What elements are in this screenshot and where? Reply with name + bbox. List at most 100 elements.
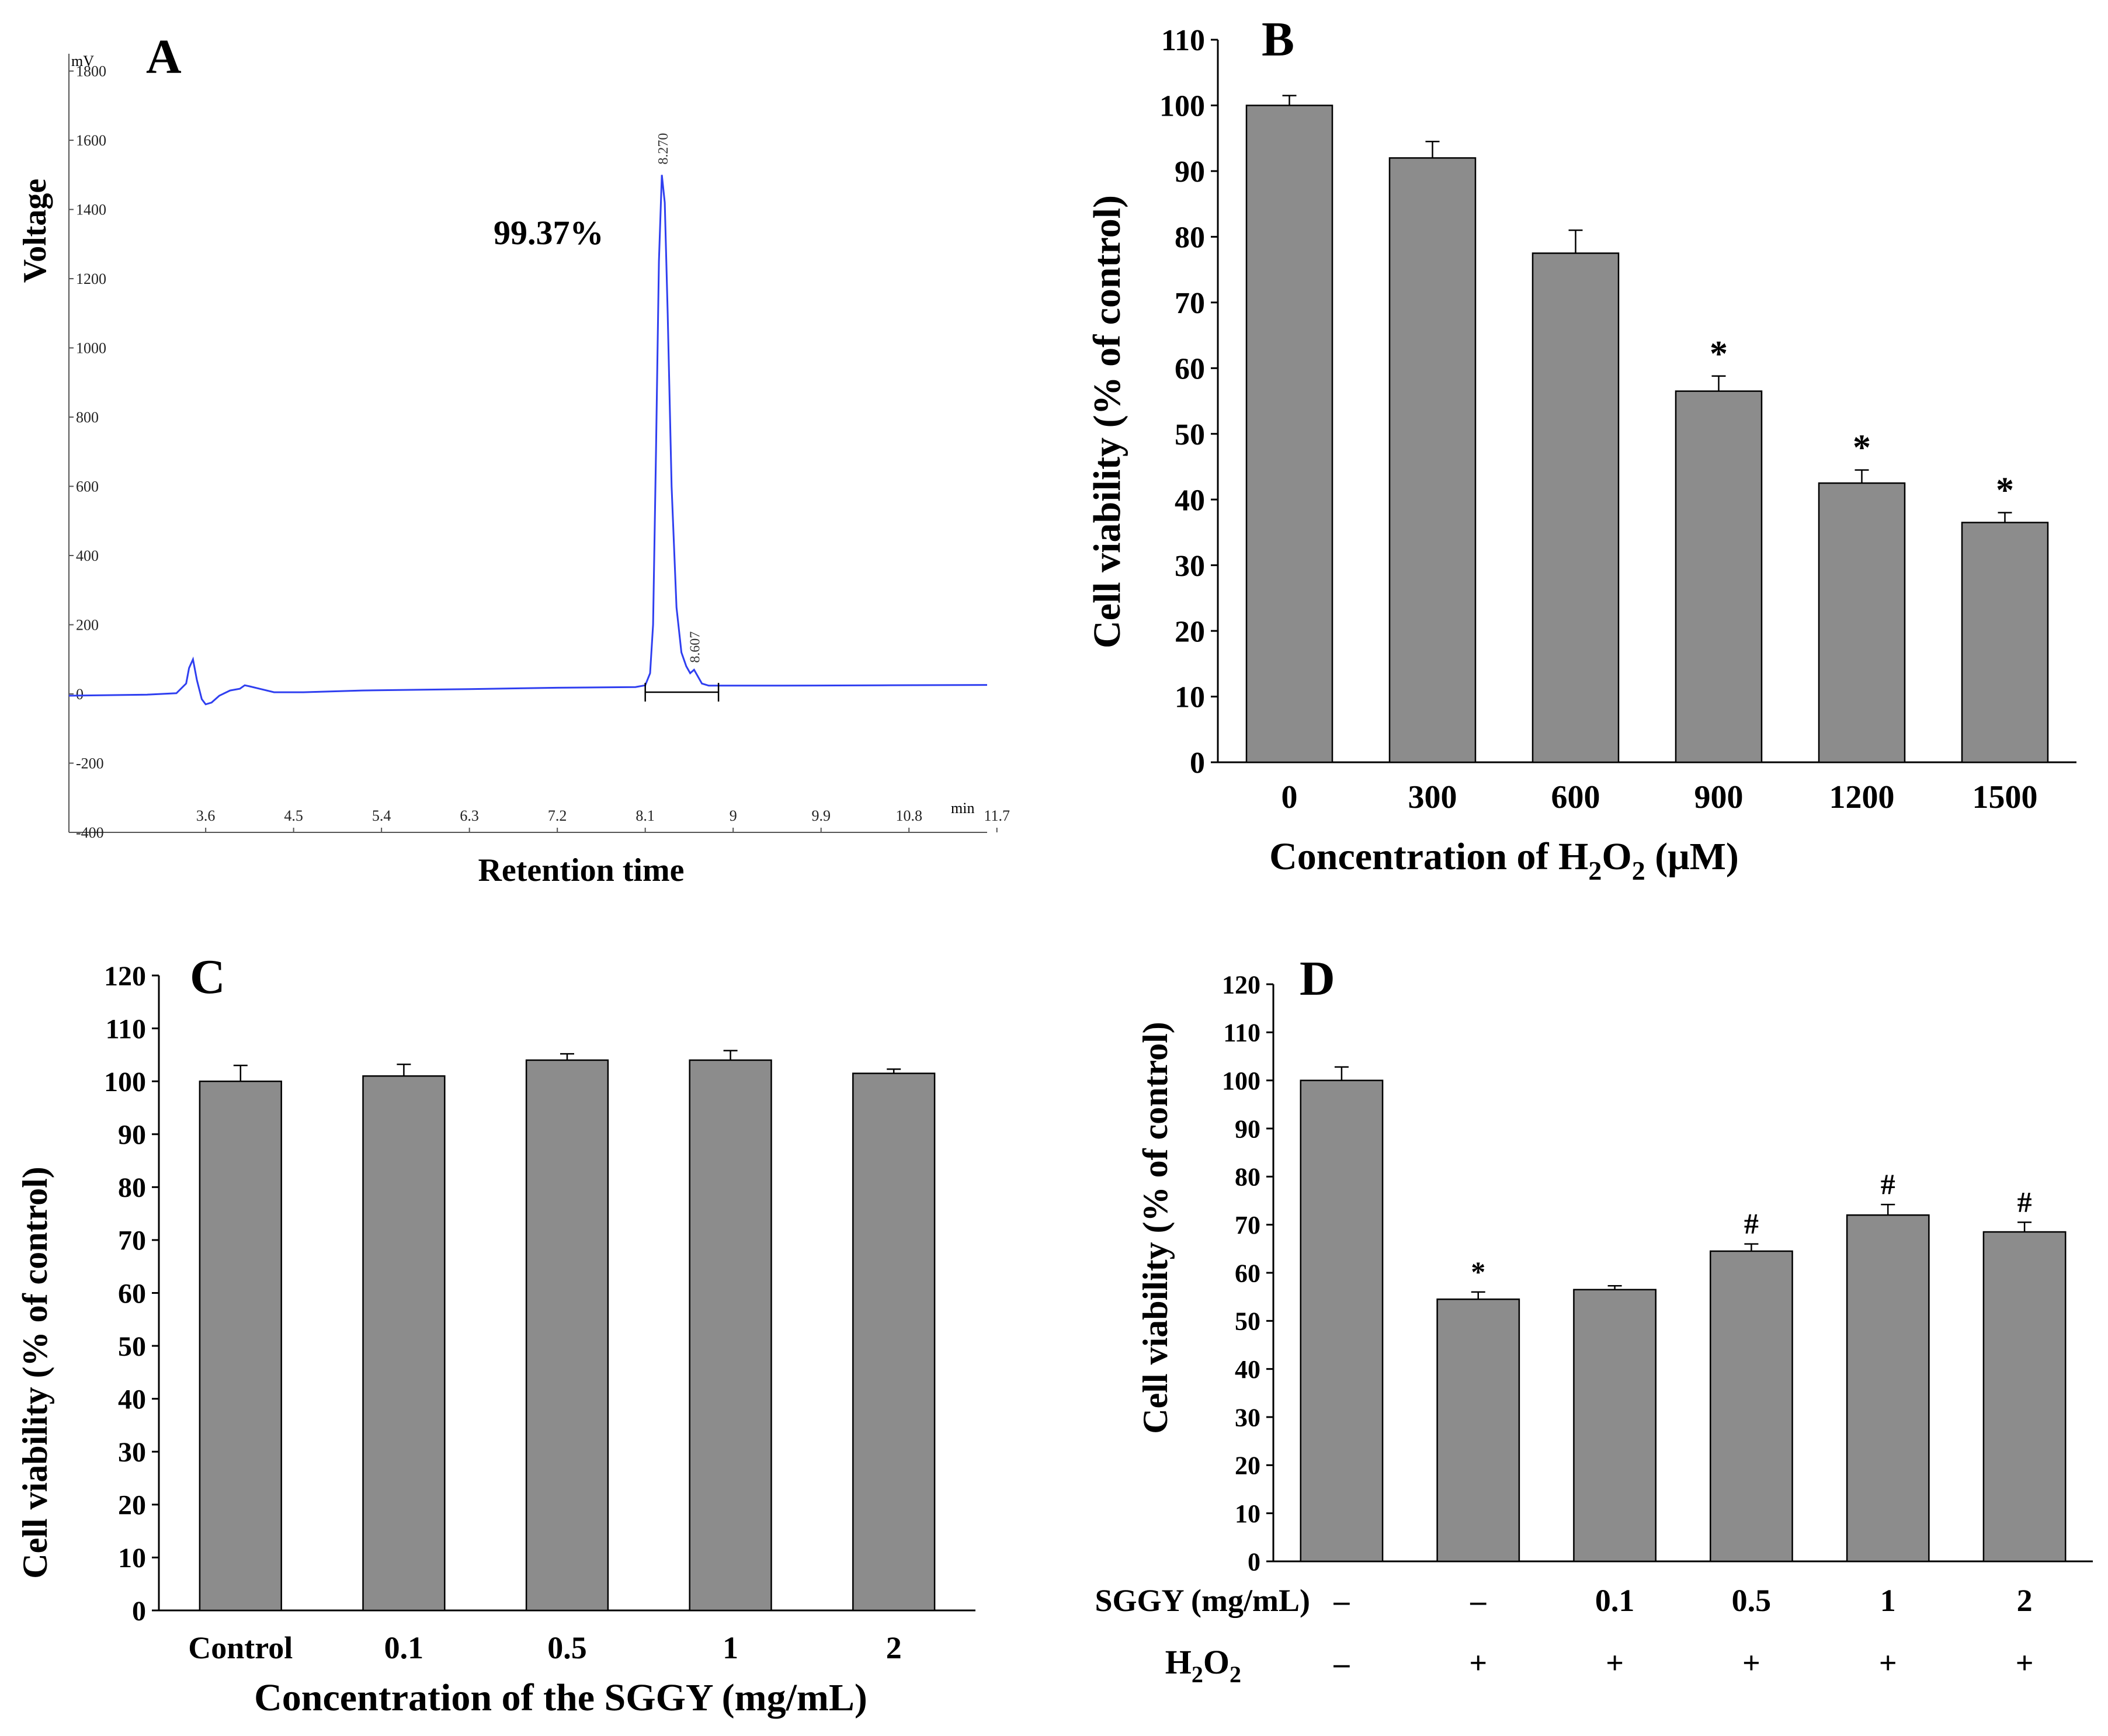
y-tick-label: 70 xyxy=(1175,287,1205,320)
panel-c: C 0 10 20 30 40 50 60 70 80 90 100 110 120 Control 0.1… xyxy=(16,950,975,1719)
chromatogram-axes: -400 -200 0 200 400 600 800 1000 1200 1400 1600 180… xyxy=(68,54,1010,841)
bar xyxy=(1388,157,1477,763)
bar xyxy=(1710,1250,1793,1563)
treatment-cell: 0.1 xyxy=(1595,1583,1635,1618)
bar xyxy=(1846,1214,1930,1563)
bar xyxy=(1436,1298,1520,1563)
x-tick-label: 11.7 xyxy=(984,807,1010,824)
y-tick-label: 0 xyxy=(76,686,84,703)
y-tick-label: 30 xyxy=(1235,1403,1260,1432)
x-tick-label: 0.1 xyxy=(384,1630,424,1665)
d-row-label-h2o2: H2O2 xyxy=(1165,1643,1241,1688)
y-tick-label: 10 xyxy=(1235,1499,1260,1528)
significance-mark: # xyxy=(1881,1168,1895,1200)
x-tick-label: 900 xyxy=(1694,779,1744,815)
bar xyxy=(1982,1231,2067,1563)
y-tick-label: 800 xyxy=(76,409,99,426)
y-tick-label: 40 xyxy=(1175,484,1205,517)
x-tick-label: 600 xyxy=(1551,779,1600,815)
x-tick-label: 9 xyxy=(730,807,737,824)
h2o2-viability-chart: 0 10 20 30 40 50 60 70 80 90 100 110 0 300 600 * 900 * 120… xyxy=(1159,24,2076,815)
bar xyxy=(1818,482,1906,763)
y-tick-label: 20 xyxy=(1175,615,1205,648)
y-tick-label: 400 xyxy=(76,547,99,564)
y-tick-label: 20 xyxy=(1235,1452,1260,1480)
x-tick-label: 1 xyxy=(723,1630,738,1665)
y-tick-label: 1800 xyxy=(76,63,106,80)
panel-d-letter: D xyxy=(1300,952,1335,1006)
bar xyxy=(199,1080,282,1612)
bar xyxy=(1675,390,1763,763)
y-tick-label: 70 xyxy=(1235,1211,1260,1239)
peak-label: 8.270 xyxy=(656,133,671,165)
bar xyxy=(689,1059,772,1612)
chromatogram-x-unit: min xyxy=(951,800,974,817)
treatment-cell: + xyxy=(2016,1645,2034,1681)
y-tick-label: 30 xyxy=(118,1437,146,1468)
x-tick-label: 9.9 xyxy=(811,807,831,824)
panel-b-letter: B xyxy=(1262,12,1294,67)
y-tick-label: 1400 xyxy=(76,202,106,218)
y-tick-label: 70 xyxy=(118,1225,146,1256)
significance-mark: * xyxy=(1996,471,2014,511)
y-tick-label: 0 xyxy=(132,1596,146,1627)
treatment-cell: – xyxy=(1333,1645,1350,1681)
y-tick-label: 1600 xyxy=(76,132,106,149)
x-tick-label: 0.5 xyxy=(547,1630,587,1665)
y-tick-label: 100 xyxy=(1222,1067,1260,1095)
chromatogram-y-unit: mV xyxy=(71,53,94,70)
y-tick-label: 100 xyxy=(104,1067,146,1098)
purity-annotation: 99.37% xyxy=(494,214,604,252)
significance-mark: * xyxy=(1710,334,1728,374)
y-tick-label: 80 xyxy=(1175,221,1205,255)
y-tick-label: 60 xyxy=(1235,1259,1260,1287)
protection-viability-chart: 0 10 20 30 40 50 60 70 80 90 100 110 120 * # # # xyxy=(1222,970,2093,1576)
panel-a: A -400 -200 0 200 400 600 800 1000 1200 1400 1600 1… xyxy=(17,30,1010,888)
panel-c-letter: C xyxy=(190,950,225,1004)
d-row-label-sggy: SGGY (mg/mL) xyxy=(1095,1583,1310,1618)
bar xyxy=(1300,1079,1384,1563)
y-tick-label: 100 xyxy=(1159,90,1205,123)
y-tick-label: 50 xyxy=(1235,1307,1260,1336)
y-tick-label: 110 xyxy=(1161,24,1205,57)
y-tick-label: 40 xyxy=(118,1384,146,1415)
panel-d: D 0 10 20 30 40 50 60 70 80 90 100 110 120 * # # # Cell … xyxy=(1095,952,2093,1688)
x-tick-label: 3.6 xyxy=(196,807,216,824)
c-x-label: Concentration of the SGGY (mg/mL) xyxy=(254,1676,867,1719)
bar xyxy=(852,1072,936,1612)
b-y-label: Cell viability (% of control) xyxy=(1086,195,1128,648)
x-tick-label: 300 xyxy=(1408,779,1457,815)
significance-mark: # xyxy=(1744,1207,1759,1240)
y-tick-label: 120 xyxy=(1222,970,1260,999)
x-tick-label: 0 xyxy=(1282,779,1298,815)
panel-a-letter: A xyxy=(146,30,182,84)
x-tick-label: 10.8 xyxy=(895,807,922,824)
chromatogram-x-label: Retention time xyxy=(478,852,684,888)
x-tick-label: 4.5 xyxy=(284,807,303,824)
chromatogram-y-label: Voltage xyxy=(17,179,53,283)
chromatogram-trace xyxy=(68,175,988,706)
y-tick-label: 30 xyxy=(1175,550,1205,583)
y-tick-label: 0 xyxy=(1190,747,1205,780)
y-tick-label: 80 xyxy=(118,1172,146,1203)
y-tick-label: 120 xyxy=(104,961,146,992)
x-tick-label: 8.1 xyxy=(635,807,655,824)
x-tick-label: 7.2 xyxy=(548,807,567,824)
treatment-cell: 1 xyxy=(1880,1583,1896,1618)
y-tick-label: 90 xyxy=(1235,1114,1260,1143)
y-tick-label: 10 xyxy=(118,1543,146,1574)
x-tick-label: 5.4 xyxy=(372,807,391,824)
significance-mark: # xyxy=(2017,1186,2032,1218)
y-tick-label: 10 xyxy=(1175,681,1205,714)
d-treatment-table: – – 0.1 0.5 1 2 – + + + + + xyxy=(1333,1583,2033,1681)
significance-mark: * xyxy=(1853,428,1871,468)
bar xyxy=(1961,522,2049,763)
c-y-label: Cell viability (% of control) xyxy=(16,1166,54,1578)
y-tick-label: 110 xyxy=(106,1013,146,1044)
y-tick-label: 40 xyxy=(1235,1355,1260,1384)
y-tick-label: 60 xyxy=(1175,352,1205,386)
y-tick-label: 20 xyxy=(118,1490,146,1521)
x-tick-label: Control xyxy=(188,1630,293,1665)
panel-b: B 0 10 20 30 40 50 60 70 80 90 100 110 0 300 600 * 900 * 1… xyxy=(1086,12,2076,886)
